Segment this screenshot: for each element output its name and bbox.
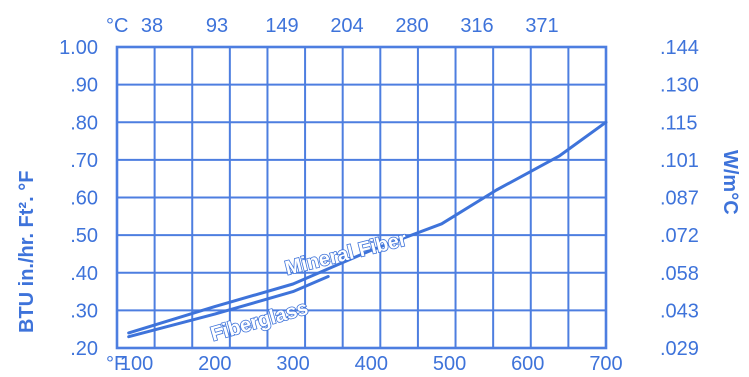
x-tick-label-f: 700 — [589, 353, 622, 375]
y-tick-label-right: .029 — [660, 338, 699, 360]
x-tick-label-c: 371 — [525, 15, 558, 37]
x-tick-label-f: 200 — [198, 353, 231, 375]
y-tick-label-left: .70 — [70, 150, 98, 172]
y-tick-label-right: .087 — [660, 188, 699, 210]
y-tick-label-left: .80 — [70, 112, 98, 134]
y-tick-label-left: .60 — [70, 188, 98, 210]
top-axis-unit: °C — [106, 15, 128, 37]
x-tick-label-c: 38 — [141, 15, 163, 37]
series-lines — [127, 120, 608, 339]
x-tick-label-f: 300 — [276, 353, 309, 375]
x-tick-label-f: 400 — [355, 353, 388, 375]
x-tick-label-f: 500 — [433, 353, 466, 375]
y-tick-label-left: .50 — [70, 225, 98, 247]
x-tick-label-f: 600 — [511, 353, 544, 375]
y-tick-label-right: .144 — [660, 37, 699, 59]
series-line-mineral-fiber — [127, 120, 608, 335]
x-tick-label-f: 100 — [120, 353, 153, 375]
x-tick-label-c: 93 — [206, 15, 228, 37]
series-line-fiberglass — [127, 275, 330, 339]
x-tick-label-c: 204 — [330, 15, 363, 37]
y-tick-label-left: .90 — [70, 75, 98, 97]
left-axis-label: BTU in./hr. Ft². °F — [16, 171, 38, 333]
grid — [115, 45, 608, 350]
y-tick-label-right: .058 — [660, 263, 699, 285]
axis-labels: °C °F BTU in./hr. Ft². °F W/m°C 100 200 30… — [16, 15, 741, 375]
y-tick-label-left: .20 — [70, 338, 98, 360]
y-tick-label-left: .30 — [70, 300, 98, 322]
bottom-axis-unit: °F — [106, 353, 126, 375]
y-tick-label-right: .101 — [660, 150, 699, 172]
x-tick-label-c: 316 — [460, 15, 493, 37]
x-tick-label-c: 280 — [395, 15, 428, 37]
y-tick-label-right: .072 — [660, 225, 699, 247]
y-tick-label-left: .40 — [70, 263, 98, 285]
x-tick-label-c: 149 — [265, 15, 298, 37]
right-axis-label: W/m°C — [719, 150, 741, 215]
y-tick-label-right: .130 — [660, 75, 699, 97]
y-tick-label-right: .115 — [660, 112, 697, 134]
y-tick-label-right: .043 — [660, 300, 699, 322]
y-tick-label-left: 1.00 — [59, 37, 98, 59]
